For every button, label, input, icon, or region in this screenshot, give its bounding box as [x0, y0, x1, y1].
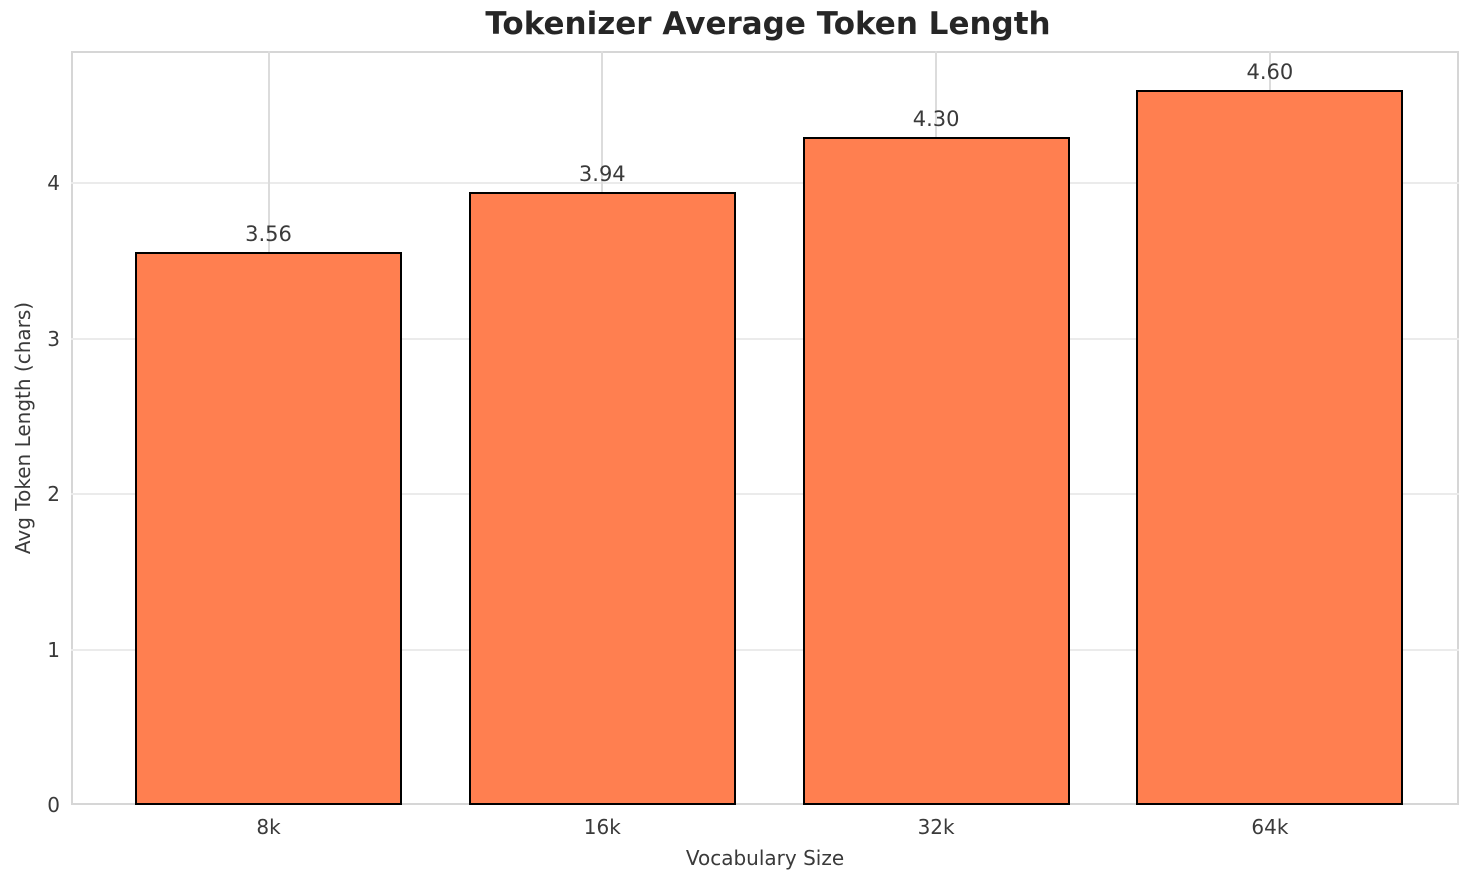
y-tick-label: 1	[47, 637, 60, 662]
bar	[135, 251, 402, 805]
chart-title: Tokenizer Average Token Length	[485, 6, 1051, 42]
x-tick-label: 32k	[917, 815, 955, 839]
gridline-horizontal	[71, 648, 1459, 651]
bar-value-label: 4.30	[912, 106, 960, 131]
gridline-horizontal	[71, 493, 1459, 496]
bar-value-label: 4.60	[1246, 59, 1294, 84]
y-tick-label: 0	[47, 793, 60, 817]
x-tick-label: 16k	[583, 815, 621, 839]
x-tick-label: 8k	[256, 815, 281, 839]
y-tick-label: 4	[47, 171, 60, 196]
bar	[802, 136, 1070, 805]
x-axis-label: Vocabulary Size	[685, 846, 845, 870]
x-tick-label: 64k	[1251, 815, 1289, 839]
gridline-horizontal	[71, 337, 1459, 340]
bar	[1136, 89, 1404, 805]
bar-value-label: 3.56	[245, 221, 292, 246]
gridline-horizontal	[71, 182, 1459, 185]
y-tick-label: 2	[47, 482, 60, 507]
bar	[468, 192, 736, 805]
y-tick-label: 3	[47, 326, 60, 351]
bar-value-label: 3.94	[578, 162, 626, 187]
